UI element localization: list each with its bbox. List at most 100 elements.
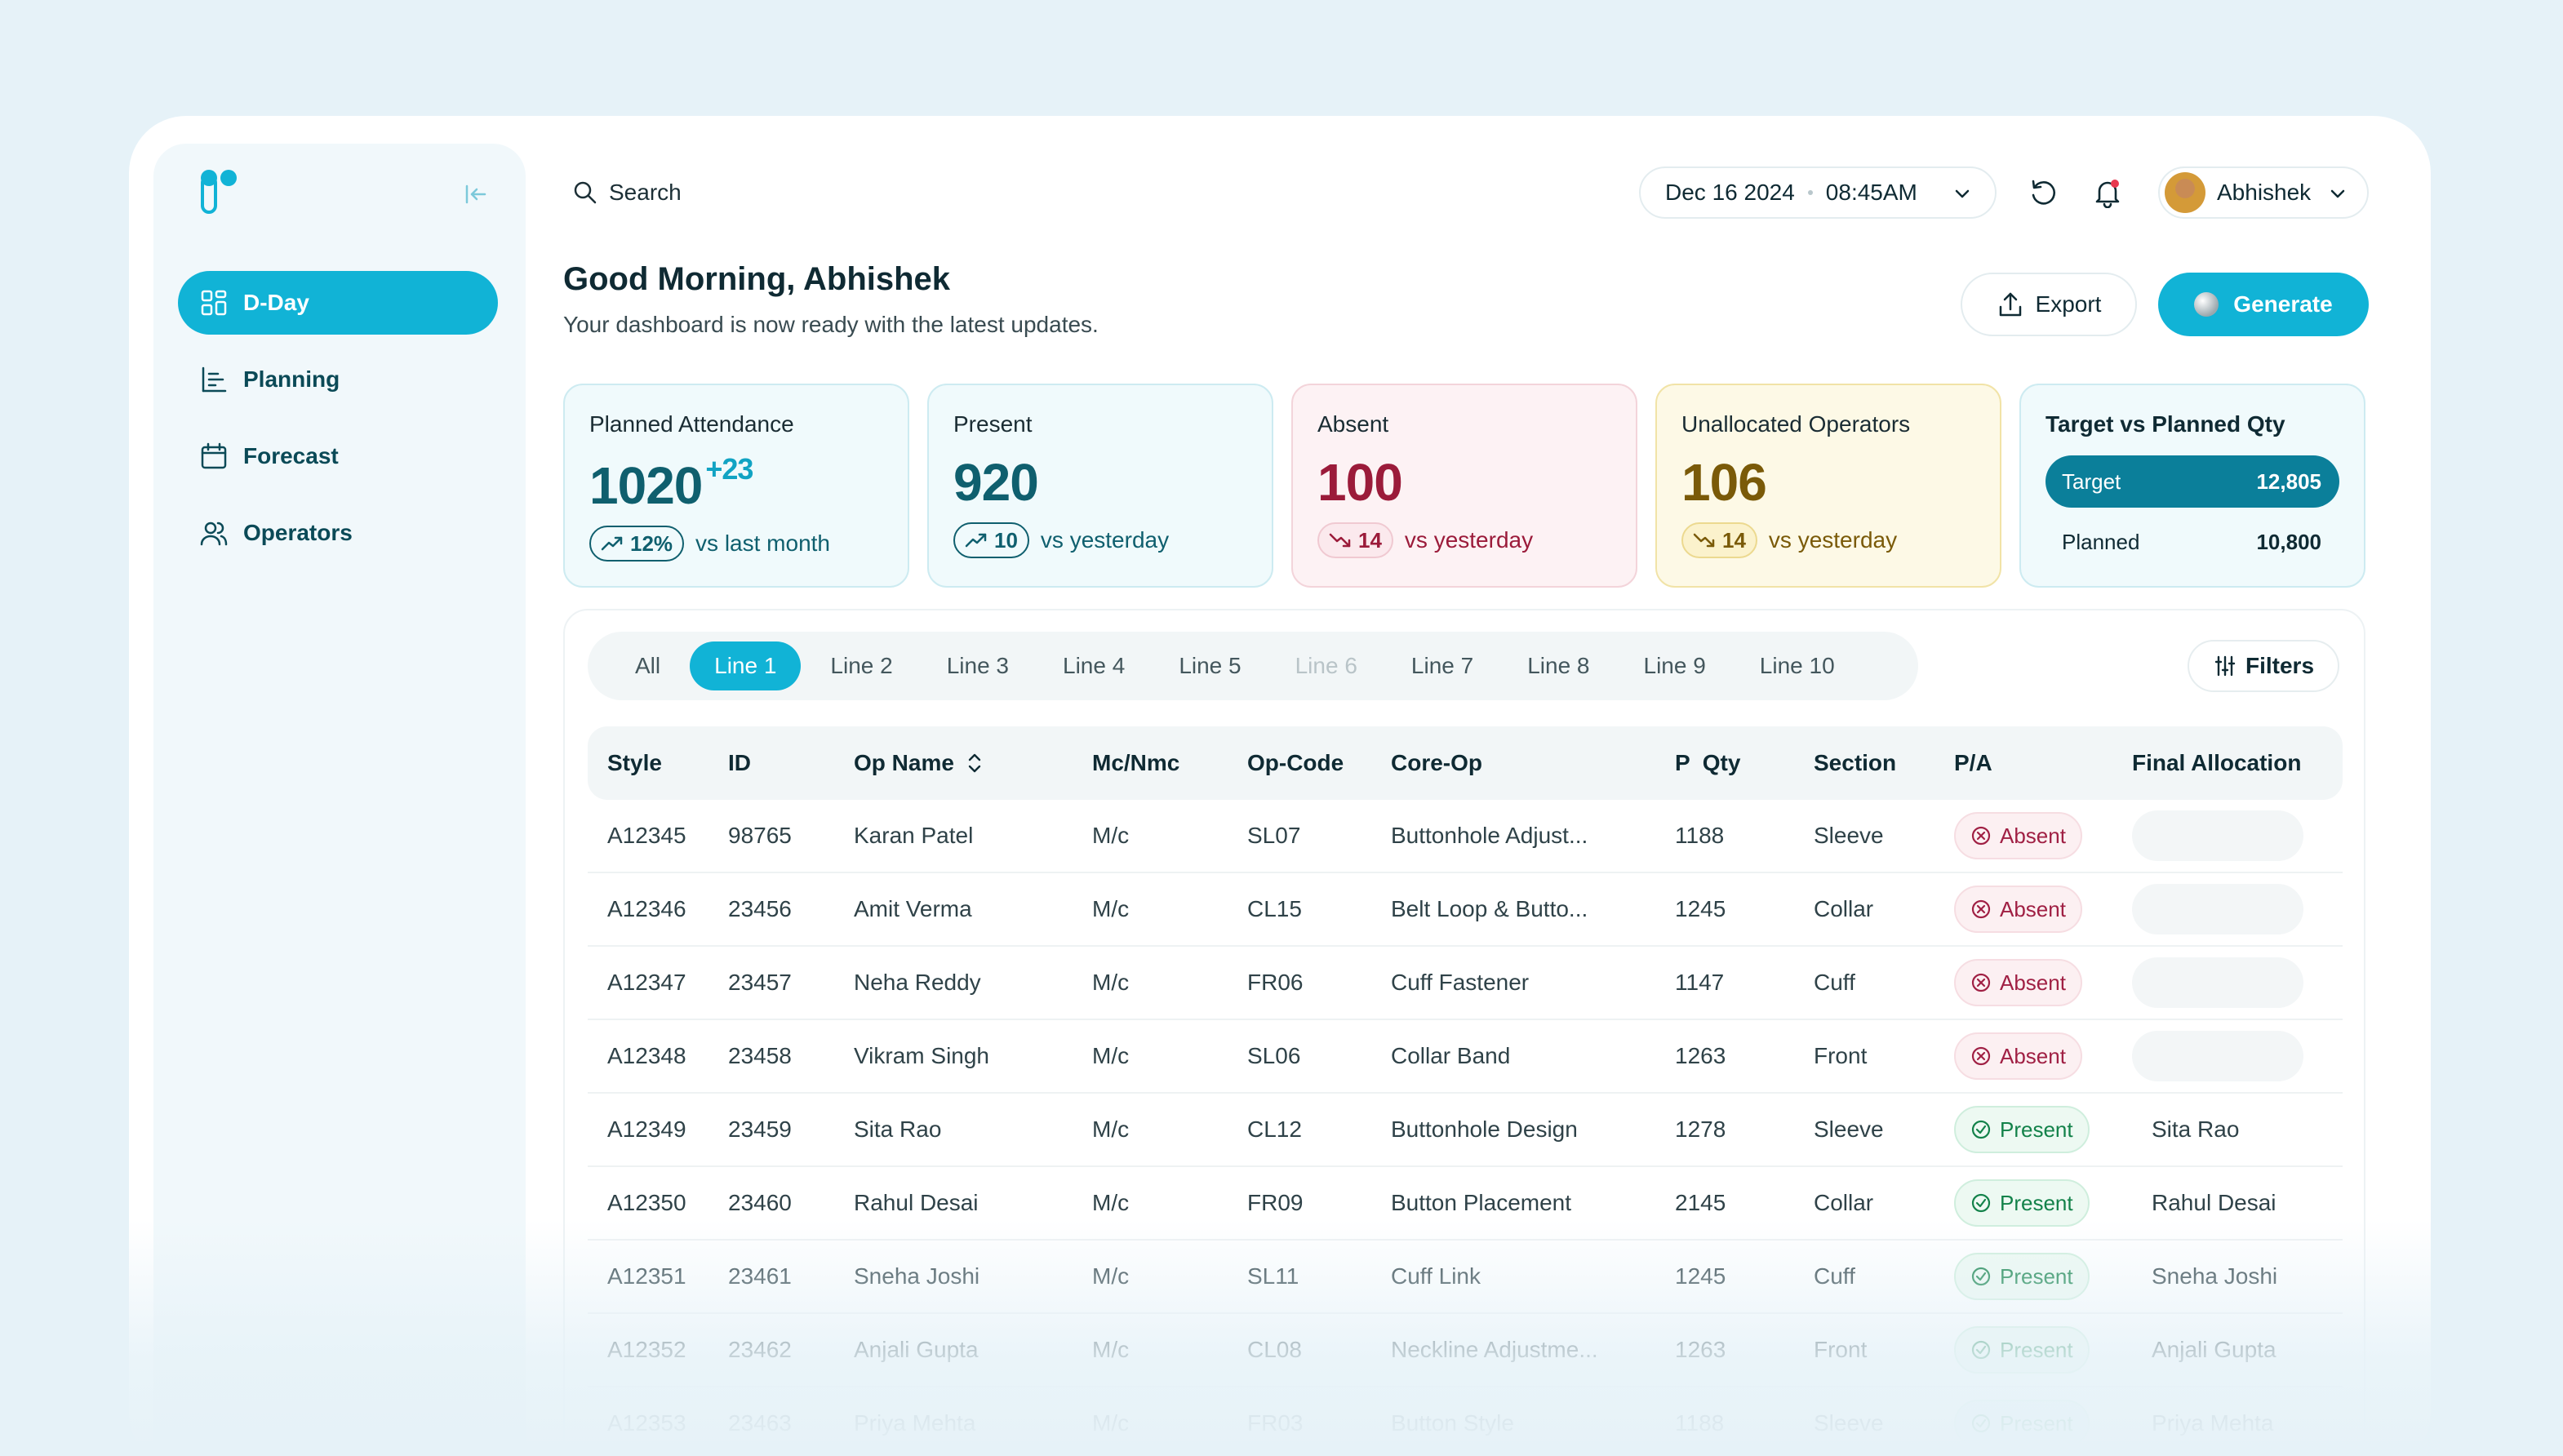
chevron-down-icon xyxy=(2330,189,2345,198)
tab-line-4[interactable]: Line 4 xyxy=(1063,653,1126,678)
cell-final-allocation: Sita Rao xyxy=(2152,1116,2240,1142)
tab-line-1[interactable]: Line 1 xyxy=(690,641,802,690)
table-row[interactable]: A12348 23458 Vikram Singh M/c SL06 Collar Ban… xyxy=(588,1020,2343,1094)
cell-final-allocation[interactable] xyxy=(2132,1031,2343,1081)
tab-line-5[interactable]: Line 5 xyxy=(1179,653,1242,678)
cell-section: Collar xyxy=(1814,1190,1874,1215)
collapse-sidebar-icon[interactable] xyxy=(460,180,490,209)
table-row[interactable]: A12353 23463 Priya Mehta M/c FR03 Button Styl… xyxy=(588,1387,2343,1456)
export-button[interactable]: Export xyxy=(1961,273,2137,336)
planned-value: 10,800 xyxy=(2256,529,2321,554)
table-row[interactable]: A12346 23456 Amit Verma M/c CL15 Belt Loop & … xyxy=(588,873,2343,947)
tab-line-3[interactable]: Line 3 xyxy=(946,653,1010,678)
cell-style: A12349 xyxy=(607,1116,686,1142)
cell-style: A12352 xyxy=(607,1337,686,1362)
status-label: Absent xyxy=(2000,823,2066,848)
trend-up-icon xyxy=(965,533,987,548)
card-title: Target vs Planned Qty xyxy=(2046,411,2285,437)
tab-all[interactable]: All xyxy=(635,653,661,678)
target-label: Target xyxy=(2062,468,2121,494)
cell-section: Front xyxy=(1814,1337,1868,1362)
sidebar-item-operators[interactable]: Operators xyxy=(178,501,498,565)
cell-op-name: Rahul Desai xyxy=(854,1190,979,1215)
tab-line-8[interactable]: Line 8 xyxy=(1527,653,1590,678)
generate-button[interactable]: Generate xyxy=(2158,273,2369,336)
status-label: Present xyxy=(2000,1190,2073,1215)
avatar xyxy=(2165,172,2205,213)
cell-section: Cuff xyxy=(1814,1263,1855,1289)
cell-id: 23462 xyxy=(728,1337,792,1362)
trend-down-icon xyxy=(1693,533,1715,548)
cell-style: A12347 xyxy=(607,970,686,995)
tab-line-9[interactable]: Line 9 xyxy=(1643,653,1706,678)
sidebar-item-label: Forecast xyxy=(243,443,339,468)
separator-dot xyxy=(1807,190,1813,195)
cell-style: A12348 xyxy=(607,1043,686,1068)
date-time-selector[interactable]: Dec 16 2024 08:45AM xyxy=(1639,166,1997,219)
allocation-input[interactable] xyxy=(2132,884,2303,934)
status-badge: Absent xyxy=(1954,812,2082,859)
cell-final-allocation: Anjali Gupta xyxy=(2152,1337,2276,1362)
status-badge: Present xyxy=(1954,1400,2090,1447)
status-label: Absent xyxy=(2000,970,2066,995)
tab-line-10[interactable]: Line 10 xyxy=(1759,653,1835,678)
card-title: Planned Attendance xyxy=(589,411,794,437)
table-row[interactable]: A12345 98765 Karan Patel M/c SL07 Buttonhole … xyxy=(588,800,2343,873)
page-title: Good Morning, Abhishek xyxy=(563,261,951,297)
tab-line-2[interactable]: Line 2 xyxy=(830,653,893,678)
user-name: Abhishek xyxy=(2217,180,2312,205)
notifications-button[interactable] xyxy=(2088,173,2127,212)
search-box[interactable]: Search xyxy=(573,168,682,217)
cell-pa: Absent xyxy=(1954,886,2132,933)
tab-line-6[interactable]: Line 6 xyxy=(1295,653,1357,678)
cell-p-qty: 1188 xyxy=(1675,823,1725,848)
compare-text: vs yesterday xyxy=(1040,527,1170,553)
cell-p-qty: 1263 xyxy=(1675,1337,1726,1362)
cell-pa: Absent xyxy=(1954,1032,2132,1080)
filters-button[interactable]: Filters xyxy=(2188,640,2339,692)
table-row[interactable]: A12351 23461 Sneha Joshi M/c SL11 Cuff Link 12… xyxy=(588,1241,2343,1314)
header-op-name-label: Op Name xyxy=(854,750,954,775)
planned-value: 1020 xyxy=(589,456,703,515)
cell-op-code: SL07 xyxy=(1247,823,1301,848)
status-badge: Present xyxy=(1954,1106,2090,1153)
table-row[interactable]: A12350 23460 Rahul Desai M/c FR09 Button Plac… xyxy=(588,1167,2343,1241)
cell-op-name: Karan Patel xyxy=(854,823,974,848)
table-row[interactable]: A12347 23457 Neha Reddy M/c FR06 Cuff Fastene… xyxy=(588,947,2343,1020)
cell-final-allocation: Priya Mehta xyxy=(2152,1410,2274,1436)
planned-attendance-card: Planned Attendance 1020 +23 12% vs last m… xyxy=(563,384,909,588)
sidebar-item-forecast[interactable]: Forecast xyxy=(178,424,498,488)
cell-final-allocation[interactable] xyxy=(2132,810,2343,861)
check-circle-icon xyxy=(1971,1193,1991,1213)
table-row[interactable]: A12349 23459 Sita Rao M/c CL12 Buttonhole Des… xyxy=(588,1094,2343,1167)
cell-mc: M/c xyxy=(1092,823,1130,848)
sidebar-item-planning[interactable]: Planning xyxy=(178,348,498,411)
tab-line-7[interactable]: Line 7 xyxy=(1410,653,1474,678)
sidebar-item-d-day[interactable]: D-Day xyxy=(178,271,498,335)
table-row[interactable]: A12352 23462 Anjali Gupta M/c CL08 Neckline A… xyxy=(588,1314,2343,1387)
cell-op-name: Amit Verma xyxy=(854,896,972,921)
user-menu[interactable]: Abhishek xyxy=(2158,166,2369,219)
refresh-button[interactable] xyxy=(2024,173,2063,212)
trend-chip: 14 xyxy=(1681,522,1757,558)
cell-style: A12353 xyxy=(607,1410,686,1436)
cell-op-code: FR06 xyxy=(1247,970,1304,995)
card-value: 920 xyxy=(953,453,1039,512)
trend-value: 14 xyxy=(1722,527,1746,553)
cell-final-allocation[interactable] xyxy=(2132,884,2343,934)
allocation-input[interactable] xyxy=(2132,810,2303,861)
sidebar-item-label: Planning xyxy=(243,366,340,392)
time-value: 08:45AM xyxy=(1825,180,1917,205)
cell-final-allocation: Sneha Joshi xyxy=(2152,1263,2278,1289)
sidebar: D-Day Planning Forecast xyxy=(153,144,526,1456)
header-op-name[interactable]: Op Name xyxy=(854,750,1092,776)
cell-final-allocation[interactable] xyxy=(2132,957,2343,1008)
cell-core-op: Buttonhole Adjust... xyxy=(1391,823,1588,848)
trend-value: 10 xyxy=(994,527,1018,553)
allocation-input[interactable] xyxy=(2132,1031,2303,1081)
allocation-input[interactable] xyxy=(2132,957,2303,1008)
cell-p-qty: 2145 xyxy=(1675,1190,1726,1215)
sliders-icon xyxy=(2214,655,2236,677)
status-badge: Present xyxy=(1954,1179,2090,1227)
check-circle-icon xyxy=(1971,1120,1991,1139)
